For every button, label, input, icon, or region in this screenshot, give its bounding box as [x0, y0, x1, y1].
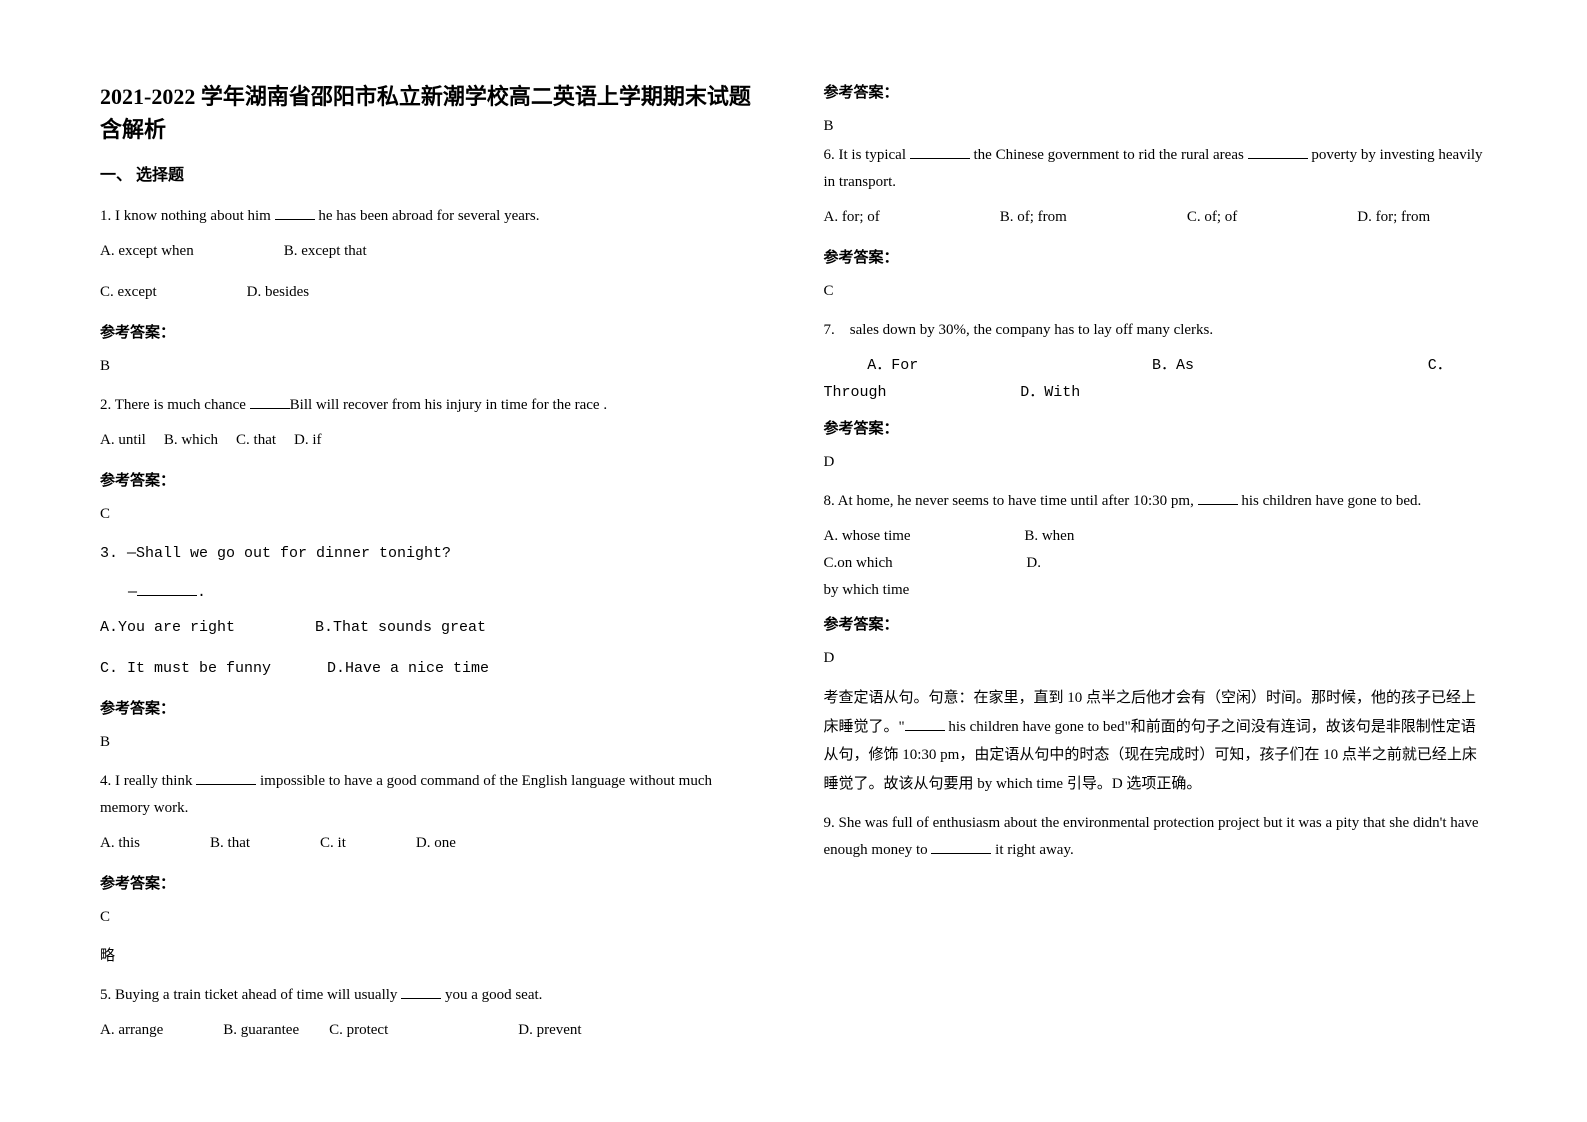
page-title: 2021-2022 学年湖南省邵阳市私立新潮学校高二英语上学期期末试题含解析	[100, 80, 764, 146]
answer-label: 参考答案：	[100, 696, 764, 723]
question-8-options: A. whose time B. when C.on which D. by w…	[824, 523, 1488, 604]
q2-text-a: 2. There is much chance	[100, 397, 250, 413]
option-b: B. which	[164, 427, 218, 454]
answer-label: 参考答案：	[100, 320, 764, 347]
option-a: A. arrange	[100, 1017, 163, 1044]
question-2-answer: C	[100, 501, 764, 528]
question-7-answer: D	[824, 449, 1488, 476]
q2-text-b: Bill will recover from his injury in tim…	[290, 397, 607, 413]
option-c: C. that	[236, 427, 276, 454]
question-4-stem: 4. I really think impossible to have a g…	[100, 768, 764, 822]
option-a: A. except when	[100, 238, 194, 265]
option-a: A.You are right	[100, 614, 235, 641]
section-heading: 一、 选择题	[100, 162, 764, 191]
option-c: C. It must be funny	[100, 655, 271, 682]
question-8-answer: D	[824, 645, 1488, 672]
option-b: B．As	[1152, 352, 1194, 379]
q1-text-b: he has been abroad for several years.	[315, 208, 540, 224]
option-d: by which time	[824, 582, 910, 598]
q9-text-a: 9. She was full of enthusiasm about the …	[824, 815, 1479, 858]
option-c: C.on which	[824, 550, 893, 577]
blank	[1198, 490, 1238, 505]
option-a: A. for; of	[824, 204, 880, 231]
option-c: C. except	[100, 279, 157, 306]
option-b: B. of; from	[1000, 204, 1067, 231]
q1-text-a: 1. I know nothing about him	[100, 208, 275, 224]
question-4-options: A. this B. that C. it D. one	[100, 830, 764, 861]
q6-text-a: 6. It is typical	[824, 147, 910, 163]
q3-dash: —	[128, 584, 137, 601]
blank	[250, 394, 290, 409]
question-3-stem-2: —.	[128, 579, 764, 606]
answer-label: 参考答案：	[824, 612, 1488, 639]
option-d: D. if	[294, 427, 322, 454]
question-1-answer: B	[100, 353, 764, 380]
answer-label: 参考答案：	[100, 468, 764, 495]
option-d: D. besides	[247, 279, 310, 306]
option-d: D. one	[416, 830, 456, 857]
question-3-stem-1: 3. —Shall we go out for dinner tonight?	[100, 540, 764, 567]
option-d: D.Have a nice time	[327, 655, 489, 682]
blank	[910, 144, 970, 159]
option-c-label: C．	[1428, 357, 1452, 374]
question-5-answer: B	[824, 113, 1488, 140]
option-b: B.That sounds great	[315, 614, 486, 641]
option-a: A. until	[100, 427, 146, 454]
question-6-options: A. for; of B. of; from C. of; of D. for;…	[824, 204, 1488, 235]
question-3-options-2: C. It must be funny D.Have a nice time	[100, 655, 764, 686]
answer-label: 参考答案：	[824, 80, 1488, 107]
blank	[931, 839, 991, 854]
option-b: B. that	[210, 830, 250, 857]
option-a: A．For	[867, 352, 918, 379]
option-a: A. this	[100, 830, 140, 857]
question-8-explanation: 考查定语从句。句意：在家里，直到 10 点半之后他才会有（空闲）时间。那时候，他…	[824, 684, 1488, 798]
question-4-note: 略	[100, 943, 764, 970]
option-a: A. whose time	[824, 523, 911, 550]
blank	[905, 716, 945, 731]
question-7-stem: 7. sales down by 30%, the company has to…	[824, 317, 1488, 344]
question-4-answer: C	[100, 904, 764, 931]
answer-label: 参考答案：	[100, 871, 764, 898]
question-1-options-2: C. except D. besides	[100, 279, 764, 310]
question-9-stem: 9. She was full of enthusiasm about the …	[824, 810, 1488, 864]
option-d-prefix: D.	[1026, 555, 1041, 571]
option-d: D．With	[1020, 384, 1080, 401]
option-b: B. when	[1024, 523, 1074, 550]
option-c: C. of; of	[1187, 204, 1237, 231]
question-1-options: A. except when B. except that	[100, 238, 764, 269]
option-d: D. for; from	[1357, 204, 1430, 231]
question-3-options: A.You are right B.That sounds great	[100, 614, 764, 645]
answer-label: 参考答案：	[824, 245, 1488, 272]
q5-text-b: you a good seat.	[441, 987, 542, 1003]
question-8-stem: 8. At home, he never seems to have time …	[824, 488, 1488, 515]
blank	[196, 770, 256, 785]
question-5-stem: 5. Buying a train ticket ahead of time w…	[100, 982, 764, 1009]
question-2-stem: 2. There is much chance Bill will recove…	[100, 392, 764, 419]
question-7-options: A．For B．As C． Through D．With	[824, 352, 1488, 406]
q5-text-a: 5. Buying a train ticket ahead of time w…	[100, 987, 401, 1003]
question-6-answer: C	[824, 278, 1488, 305]
option-c: C. protect	[329, 1017, 388, 1044]
option-d: D. prevent	[518, 1017, 581, 1044]
answer-label: 参考答案：	[824, 416, 1488, 443]
question-2-options: A. until B. which C. that D. if	[100, 427, 764, 458]
q6-text-b: the Chinese government to rid the rural …	[970, 147, 1248, 163]
q4-text-a: 4. I really think	[100, 773, 196, 789]
question-1-stem: 1. I know nothing about him he has been …	[100, 203, 764, 230]
blank	[275, 205, 315, 220]
option-c: Through	[824, 379, 887, 406]
q9-text-b: it right away.	[991, 842, 1073, 858]
q8-text-a: 8. At home, he never seems to have time …	[824, 493, 1198, 509]
blank	[401, 984, 441, 999]
option-c: C. it	[320, 830, 346, 857]
option-b: B. except that	[284, 238, 367, 265]
question-5-options: A. arrange B. guarantee C. protect D. pr…	[100, 1017, 764, 1048]
blank	[1248, 144, 1308, 159]
question-6-stem: 6. It is typical the Chinese government …	[824, 142, 1488, 196]
q8-text-b: his children have gone to bed.	[1238, 493, 1422, 509]
option-b: B. guarantee	[223, 1017, 299, 1044]
blank	[137, 581, 197, 596]
question-3-answer: B	[100, 729, 764, 756]
q3-post: .	[197, 584, 206, 601]
